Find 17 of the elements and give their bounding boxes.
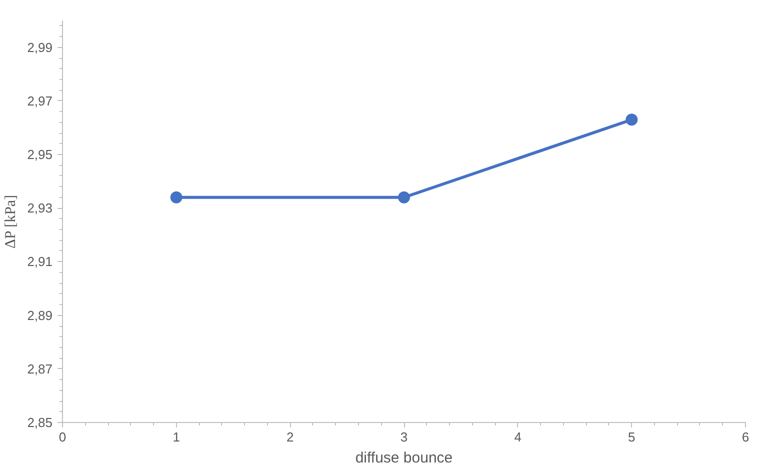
y-tick-label: 2,87 — [27, 361, 53, 376]
y-tick-label: 2,97 — [27, 93, 53, 108]
y-axis-title: ΔP [kPa] — [3, 194, 20, 249]
y-tick-label: 2,89 — [27, 308, 53, 323]
y-tick-label: 2,91 — [27, 254, 53, 270]
x-tick-label: 1 — [172, 430, 180, 444]
y-tick-label: 2,99 — [27, 40, 53, 55]
y-tick-label: 2,95 — [27, 147, 53, 162]
x-tick-label: 6 — [742, 430, 750, 444]
x-tick-label: 5 — [628, 430, 636, 444]
y-tick-label: 2,85 — [27, 415, 53, 430]
x-tick-label: 0 — [58, 430, 66, 444]
x-tick-label: 2 — [286, 430, 294, 444]
x-axis-title: diffuse bounce — [355, 450, 453, 466]
x-tick-label: 3 — [400, 430, 408, 444]
x-tick-label: 4 — [514, 430, 522, 444]
y-tick-label: 2,93 — [27, 200, 53, 216]
